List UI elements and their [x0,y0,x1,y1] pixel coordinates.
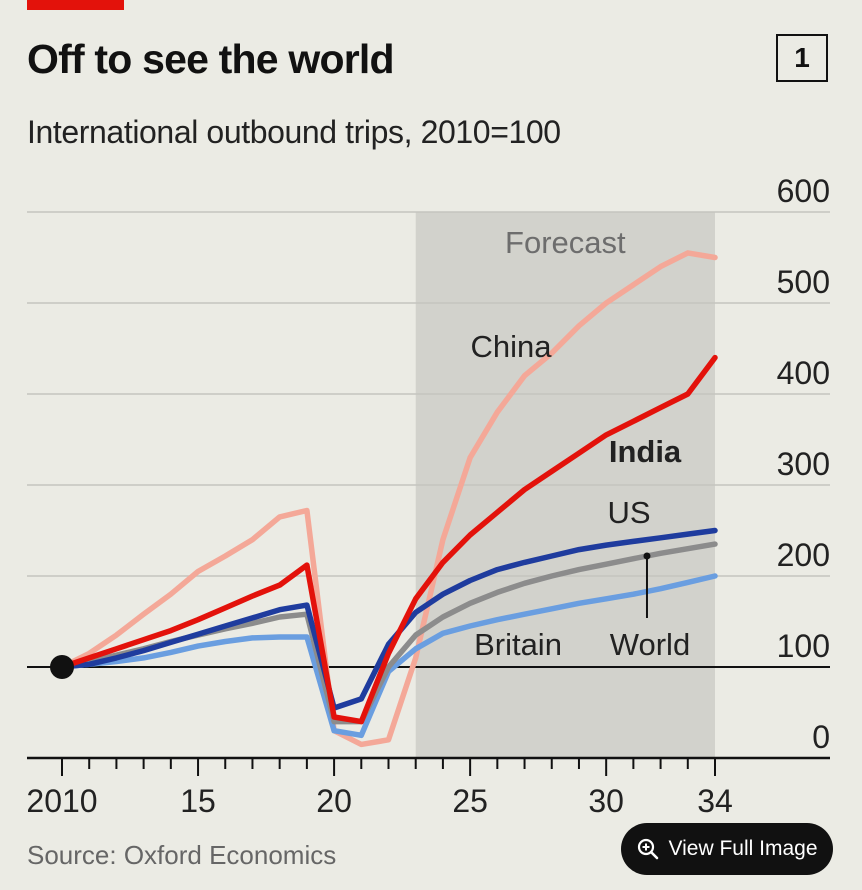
start-point-2010 [50,655,74,679]
brand-red-tab [27,0,124,10]
zoom-in-icon [638,838,659,860]
series-label-china: China [471,329,553,364]
forecast-label: Forecast [505,225,626,260]
view-full-image-button[interactable]: View Full Image [621,823,833,875]
y-tick-label-400: 400 [777,355,830,391]
y-tick-label-600: 600 [777,173,830,209]
x-tick-label-2034: 34 [697,783,733,819]
chart-title: Off to see the world [27,36,395,82]
x-tick-label-2020: 20 [316,783,352,819]
x-tick-label-2015: 15 [180,783,216,819]
x-tick-label-2030: 30 [588,783,624,819]
series-label-india: India [609,434,682,469]
y-tick-label-100: 100 [777,628,830,664]
x-tick-label-2025: 25 [452,783,488,819]
series-label-world: World [610,627,690,662]
series-label-us: US [607,495,650,530]
source-note: Source: Oxford Economics [27,840,337,870]
series-line-india [59,354,718,725]
y-tick-label-500: 500 [777,264,830,300]
series-line-us [59,527,718,711]
x-tick-label-2010: 2010 [26,783,97,819]
chart-number-badge: 1 [776,34,828,82]
world-leader-dot [643,552,651,560]
series-line-china [59,250,718,748]
y-tick-label-200: 200 [777,537,830,573]
y-tick-label-300: 300 [777,446,830,482]
y-tick-label-0: 0 [812,719,830,755]
chart-subtitle: International outbound trips, 2010=100 [27,114,561,150]
series-label-britain: Britain [474,627,562,662]
view-full-image-label: View Full Image [668,837,818,860]
